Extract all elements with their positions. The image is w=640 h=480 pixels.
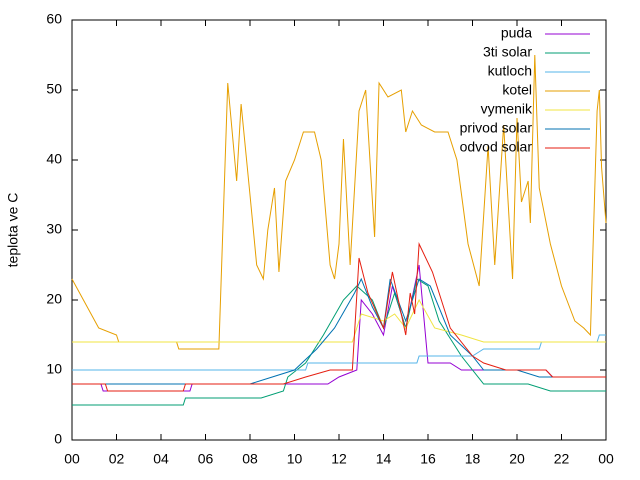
y-axis-label: teplota ve C [5, 193, 21, 268]
y-tick-label: 50 [46, 81, 62, 97]
legend-label: kutloch [488, 63, 532, 79]
x-tick-label: 02 [109, 451, 125, 467]
y-tick-label: 0 [54, 431, 62, 447]
series-line [72, 242, 606, 392]
legend-label: odvod solar [460, 139, 533, 155]
y-tick-label: 10 [46, 361, 62, 377]
legend-label: kotel [502, 82, 532, 98]
x-tick-label: 16 [420, 451, 436, 467]
series-line [72, 264, 606, 392]
series-line [71, 54, 607, 350]
x-tick-label: 00 [64, 451, 80, 467]
y-tick-label: 20 [46, 291, 62, 307]
x-tick-label: 20 [509, 451, 525, 467]
legend-label: puda [501, 25, 532, 41]
legend-label: 3ti solar [483, 44, 532, 60]
series-line [72, 298, 606, 343]
series-line [72, 334, 606, 371]
x-tick-label: 08 [242, 451, 258, 467]
y-tick-label: 30 [46, 221, 62, 237]
x-tick-label: 22 [554, 451, 570, 467]
x-tick-label: 00 [598, 451, 614, 467]
y-tick-label: 40 [46, 151, 62, 167]
x-tick-label: 10 [287, 451, 303, 467]
legend-label: vymenik [481, 101, 533, 117]
legend-label: privod solar [460, 120, 533, 136]
x-tick-label: 14 [376, 451, 392, 467]
series-line [72, 277, 606, 385]
x-tick-label: 06 [198, 451, 214, 467]
x-tick-label: 04 [153, 451, 169, 467]
x-tick-label: 12 [331, 451, 347, 467]
x-tick-label: 18 [465, 451, 481, 467]
series-line [72, 278, 606, 406]
y-tick-label: 60 [46, 11, 62, 27]
